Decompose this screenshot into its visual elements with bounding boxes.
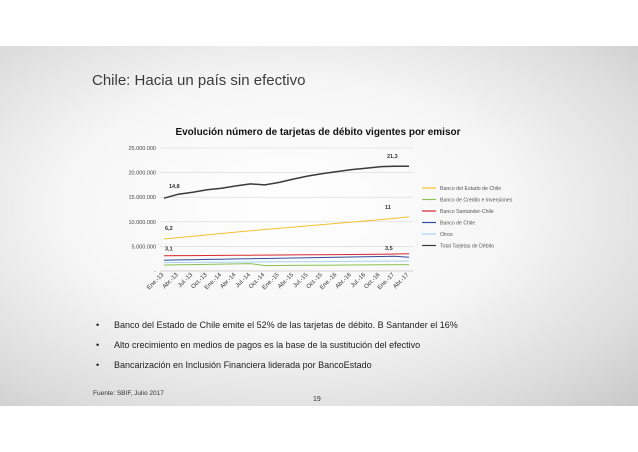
chart-title: Evolución número de tarjetas de débito v… <box>175 127 460 138</box>
data-annotations: 14,8 6,2 3,1 21,3 11 3,5 <box>165 154 398 253</box>
x-tick-label: Abr.-13 <box>162 272 180 290</box>
bullet-dot: • <box>96 320 100 330</box>
x-tick-label: Abr.-15 <box>277 272 295 290</box>
y-tick-label: 10.000.000 <box>128 220 156 226</box>
data-label: 11 <box>385 205 391 211</box>
y-tick-label: 20.000.000 <box>128 171 156 177</box>
legend-label: Total Tarjetas de Débito <box>440 244 494 250</box>
y-tick-label: 25.000.000 <box>128 146 156 152</box>
legend-label: Banco de Crédito e Inversiones <box>440 198 513 204</box>
legend-label: Banco del Estado de Chile <box>440 186 501 192</box>
x-tick-label: Abr.-14 <box>220 272 238 290</box>
bullet-item: • Bancarización en Inclusión Financiera l… <box>96 358 458 378</box>
series-line <box>163 263 410 267</box>
slide: Chile: Hacia un país sin efectivo Evoluc… <box>0 46 638 406</box>
x-tick-label: Abr.-16 <box>335 272 353 290</box>
bullet-text: Alto crecimiento en medios de pagos es l… <box>114 340 421 350</box>
series-lines <box>163 165 410 267</box>
x-axis-ticks: Ene.-13Abr.-13Jul.-13Oct.-13Ene.-14Abr.-… <box>146 272 411 292</box>
series-line <box>163 165 409 199</box>
debit-cards-chart: Evolución número de tarjetas de débito v… <box>128 127 513 292</box>
x-tick-label: Ene.-15 <box>262 272 282 292</box>
legend-label: Banco de Chile <box>440 221 475 227</box>
y-axis-ticks: - 5.000.000 10.000.000 15.000.000 20.000.000… <box>128 146 156 275</box>
data-label: 3,1 <box>165 247 173 253</box>
gridlines <box>160 147 413 272</box>
y-tick-label: 5.000.000 <box>132 244 156 250</box>
y-tick-label: 15.000.000 <box>128 195 156 201</box>
x-tick-label: Ene.-13 <box>146 272 166 292</box>
x-tick-label: Ene.-17 <box>377 272 397 292</box>
data-label: 14,8 <box>169 184 180 190</box>
series-line <box>163 253 410 257</box>
legend-label: Banco Santander-Chile <box>440 209 494 215</box>
series-line <box>163 216 410 240</box>
legend-label: Otros <box>440 232 453 238</box>
y-tick-label: - <box>154 269 156 275</box>
bullet-item: • Alto crecimiento en medios de pagos es … <box>96 338 458 358</box>
x-tick-label: Abr.-17 <box>392 272 410 290</box>
data-label: 3,5 <box>385 246 393 252</box>
bullet-dot: • <box>96 360 100 370</box>
legend: Banco del Estado de Chile Banco de Crédit… <box>422 186 513 250</box>
slide-title: Chile: Hacia un país sin efectivo <box>92 72 306 89</box>
bullet-text: Banco del Estado de Chile emite el 52% d… <box>114 320 458 330</box>
x-tick-label: Ene.-16 <box>319 272 339 292</box>
series-line <box>163 255 410 261</box>
data-label: 21,3 <box>387 154 398 160</box>
bullet-item: • Banco del Estado de Chile emite el 52% … <box>96 318 458 338</box>
data-label: 6,2 <box>165 226 173 232</box>
series-line <box>163 260 410 264</box>
bullet-text: Bancarización en Inclusión Financiera li… <box>114 360 372 370</box>
source-note: Fuente: SBIF, Julio 2017 <box>93 390 164 397</box>
bullet-list: • Banco del Estado de Chile emite el 52% … <box>96 318 458 378</box>
bullet-dot: • <box>96 340 100 350</box>
page-number: 19 <box>313 396 321 403</box>
